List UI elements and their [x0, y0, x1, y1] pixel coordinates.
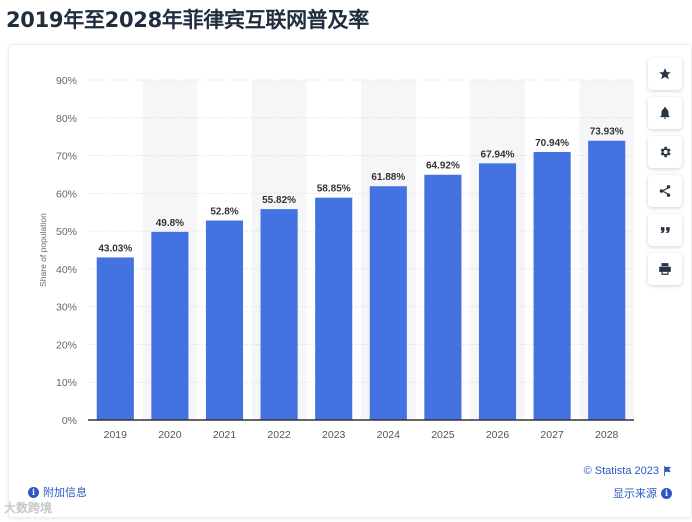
data-label: 61.88% — [371, 172, 405, 183]
x-tick-label: 2022 — [267, 429, 291, 441]
star-icon — [659, 68, 671, 80]
info-icon: i — [661, 487, 672, 499]
y-tick-label: 0% — [62, 415, 77, 427]
print-button[interactable] — [648, 253, 682, 285]
notification-button[interactable] — [648, 97, 682, 129]
x-tick-label: 2023 — [322, 429, 346, 441]
bar — [369, 186, 407, 420]
bar — [478, 163, 517, 421]
data-label: 64.92% — [426, 161, 460, 172]
data-label: 67.94% — [481, 149, 515, 160]
show-source-link[interactable]: 显示来源 i — [613, 485, 672, 501]
bar — [151, 231, 189, 420]
gear-icon — [660, 146, 671, 158]
show-source-label: 显示来源 — [613, 488, 657, 500]
data-label: 43.03% — [98, 243, 132, 254]
bar — [588, 140, 626, 420]
settings-button[interactable] — [648, 136, 682, 168]
x-tick-label: 2019 — [104, 429, 128, 441]
bar — [315, 197, 353, 420]
bell-icon — [660, 107, 670, 119]
data-label: 70.94% — [535, 138, 569, 149]
x-tick-label: 2027 — [540, 429, 564, 441]
quote-icon — [660, 227, 670, 233]
data-label: 52.8% — [210, 207, 238, 218]
y-tick-label: 70% — [56, 151, 77, 163]
bar — [205, 220, 244, 420]
share-button[interactable] — [648, 175, 682, 207]
copyright-text: © Statista 2023 — [583, 465, 659, 477]
additional-info-link[interactable]: i 附加信息 — [28, 484, 87, 500]
x-tick-label: 2028 — [595, 429, 619, 441]
print-icon — [659, 263, 671, 275]
y-tick-label: 60% — [56, 188, 77, 200]
data-label: 55.82% — [262, 195, 296, 206]
bar — [260, 209, 298, 420]
data-label: 49.8% — [156, 218, 184, 229]
y-tick-label: 10% — [56, 377, 77, 389]
y-tick-label: 80% — [56, 113, 77, 125]
bar — [533, 152, 571, 420]
data-label: 58.85% — [317, 184, 351, 195]
x-tick-label: 2020 — [158, 429, 182, 441]
chart-toolbar — [648, 58, 682, 292]
info-icon: i — [28, 486, 39, 498]
bar — [424, 174, 462, 420]
y-tick-label: 40% — [56, 264, 77, 276]
page-title: 2019年至2028年菲律宾互联网普及率 — [6, 8, 369, 32]
y-tick-label: 50% — [56, 226, 77, 238]
favorite-button[interactable] — [648, 58, 682, 90]
x-tick-label: 2024 — [377, 429, 401, 441]
x-tick-label: 2021 — [213, 429, 237, 441]
watermark: 大数跨境 — [4, 501, 53, 515]
share-icon — [659, 185, 671, 197]
data-label: 73.93% — [590, 127, 624, 138]
y-axis-label: Share of population — [38, 213, 48, 287]
copyright[interactable]: © Statista 2023 — [584, 465, 672, 477]
flag-icon — [664, 466, 671, 476]
cite-button[interactable] — [648, 214, 682, 246]
x-tick-label: 2025 — [431, 429, 455, 441]
y-tick-label: 30% — [56, 302, 77, 314]
additional-info-label: 附加信息 — [43, 487, 87, 499]
y-tick-label: 90% — [56, 75, 77, 87]
x-tick-label: 2026 — [486, 429, 510, 441]
y-tick-label: 20% — [56, 339, 77, 351]
bar — [96, 257, 134, 420]
